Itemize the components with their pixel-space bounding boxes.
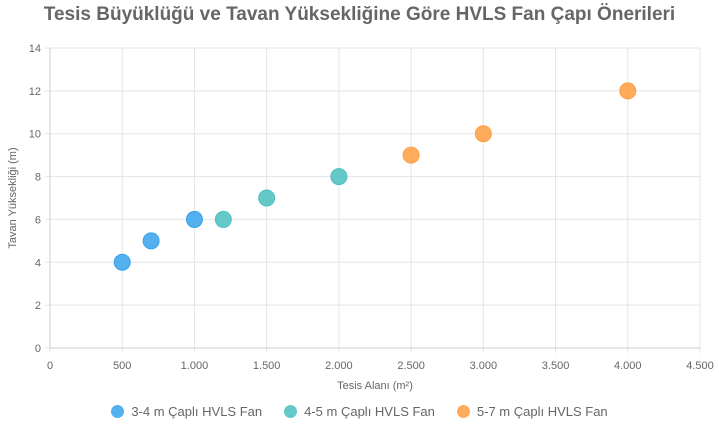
y-tick-label: 8 (35, 172, 41, 184)
chart-title: Tesis Büyüklüğü ve Tavan Yüksekliğine Gö… (43, 4, 676, 25)
data-point-series-2 (258, 189, 276, 207)
x-tick-label: 1.500 (253, 360, 281, 372)
legend-label-series-2: 4-5 m Çaplı HVLS Fan (304, 404, 435, 419)
y-tick-label: 14 (29, 43, 41, 55)
x-tick-label: 0 (47, 360, 53, 372)
legend-label-series-3: 5-7 m Çaplı HVLS Fan (476, 404, 608, 419)
data-point-series-1 (113, 253, 131, 271)
legend-swatch-series-3 (456, 405, 470, 418)
x-tick-label: 3.500 (542, 360, 570, 372)
x-tick-label: 2.500 (397, 360, 425, 372)
legend-item-series-3[interactable]: 5-7 m Çaplı HVLS Fan (456, 404, 608, 419)
x-axis-title: Tesis Alanı (m²) (337, 380, 413, 392)
legend-swatch-series-1 (111, 405, 125, 418)
data-point-series-3 (402, 146, 420, 164)
legend-item-series-2[interactable]: 4-5 m Çaplı HVLS Fan (284, 404, 435, 419)
y-tick-label: 4 (35, 257, 41, 269)
x-tick-label: 500 (113, 360, 131, 372)
y-tick-label: 0 (35, 343, 41, 355)
x-tick-label: 4.000 (614, 360, 642, 372)
data-point-series-3 (474, 125, 492, 143)
data-point-series-3 (619, 82, 637, 100)
x-tick-label: 1.000 (181, 360, 209, 372)
y-tick-label: 2 (35, 300, 41, 312)
x-tick-label: 3.000 (470, 360, 498, 372)
data-point-series-1 (185, 210, 203, 228)
y-tick-label: 6 (35, 214, 41, 226)
y-tick-label: 10 (29, 129, 41, 141)
y-axis-title: Tavan Yüksekliği (m) (7, 147, 19, 248)
y-tick-label: 12 (29, 86, 41, 98)
data-point-series-2 (214, 210, 232, 228)
legend-item-series-1[interactable]: 3-4 m Çaplı HVLS Fan (111, 404, 262, 419)
x-tick-label: 2.000 (325, 360, 353, 372)
data-point-series-1 (142, 232, 160, 250)
chart-legend: 3-4 m Çaplı HVLS Fan 4-5 m Çaplı HVLS Fa… (0, 404, 719, 419)
x-tick-label: 4.500 (686, 360, 714, 372)
legend-swatch-series-2 (284, 405, 298, 418)
legend-label-series-1: 3-4 m Çaplı HVLS Fan (131, 404, 263, 419)
data-point-series-2 (330, 168, 348, 186)
